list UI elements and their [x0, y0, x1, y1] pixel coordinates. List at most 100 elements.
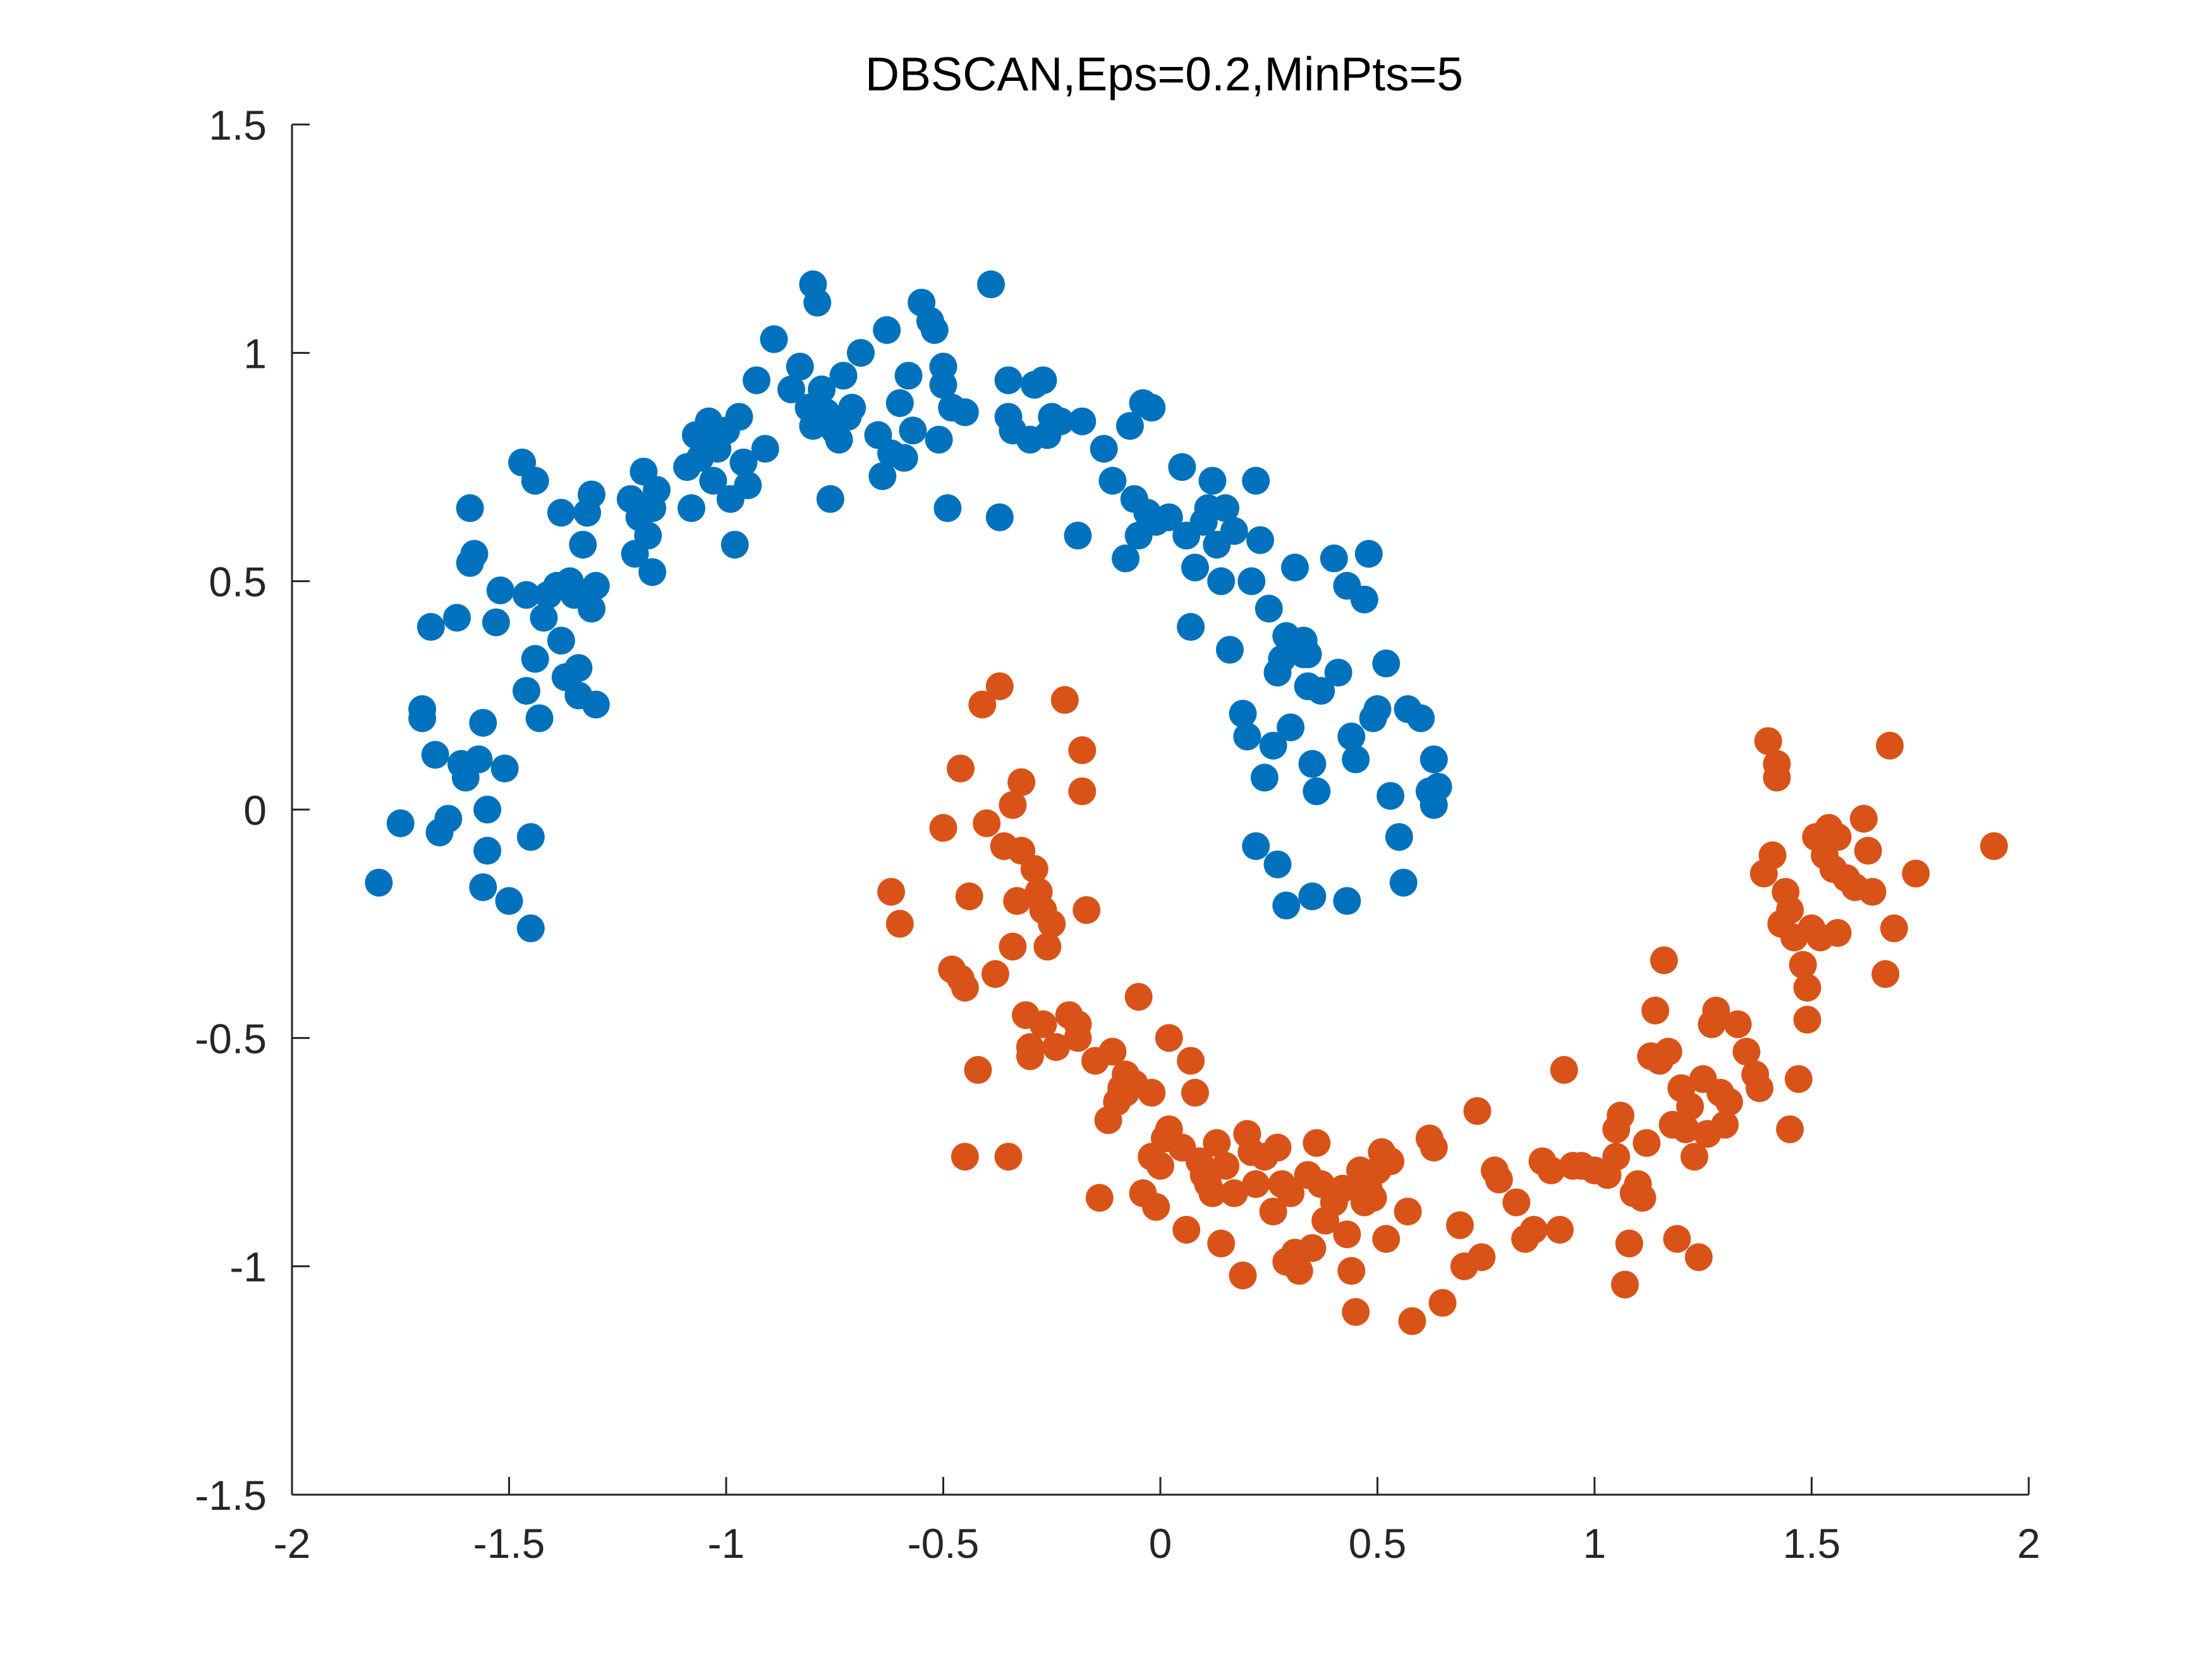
data-point — [1823, 919, 1852, 947]
data-point — [994, 366, 1023, 394]
x-tick-label: 2 — [2017, 1520, 2041, 1567]
data-point — [977, 270, 1006, 298]
data-point — [1684, 1243, 1713, 1272]
x-tick-label: 1.5 — [1783, 1520, 1841, 1567]
data-point — [1871, 960, 1900, 988]
data-point — [1233, 722, 1261, 751]
axis-ticks: -2 -1.5 -1 -0.5 0 0.5 1 1.5 2-1.5-1-0.500.511.5 — [195, 102, 2040, 1567]
data-point — [1858, 878, 1887, 906]
data-point — [951, 973, 979, 1002]
data-point — [1746, 1074, 1774, 1102]
data-point — [1333, 1220, 1361, 1249]
data-point — [416, 612, 445, 641]
data-point — [1602, 1143, 1631, 1171]
data-point — [1177, 1047, 1205, 1075]
data-point — [899, 416, 927, 445]
data-point — [1611, 1270, 1639, 1299]
data-point — [521, 466, 549, 495]
data-point — [1090, 435, 1118, 463]
data-point — [1419, 745, 1448, 774]
data-point — [1064, 521, 1092, 550]
data-point — [1046, 407, 1074, 435]
data-point — [1250, 763, 1279, 792]
data-point — [1407, 704, 1435, 732]
data-point — [643, 476, 671, 504]
data-point — [516, 914, 545, 942]
data-point — [434, 805, 463, 833]
data-point — [495, 887, 523, 915]
data-point — [490, 754, 519, 782]
data-point — [994, 1143, 1023, 1171]
data-point — [1419, 1133, 1448, 1162]
data-point — [1303, 1129, 1331, 1157]
data-point — [1198, 1179, 1227, 1208]
data-point — [1112, 544, 1140, 573]
data-point — [699, 466, 727, 495]
data-point — [1198, 466, 1227, 495]
data-point — [1789, 951, 1817, 979]
data-point — [456, 494, 484, 523]
data-point — [1672, 1115, 1700, 1143]
data-point — [1980, 832, 2008, 860]
data-point — [1350, 585, 1378, 614]
data-point — [1181, 553, 1209, 581]
data-point — [786, 353, 814, 381]
data-point — [1220, 517, 1248, 545]
data-point — [1280, 553, 1309, 581]
data-point — [1033, 932, 1062, 961]
data-point — [1519, 1215, 1548, 1244]
data-point — [1784, 1065, 1813, 1093]
data-point — [751, 435, 779, 463]
data-point — [1702, 996, 1730, 1024]
data-point — [1289, 640, 1318, 669]
data-point — [1042, 1033, 1071, 1061]
chart-title: DBSCAN,Eps=0.2,MinPts=5 — [865, 47, 1463, 100]
data-point — [1337, 1256, 1366, 1285]
data-point — [1259, 1197, 1287, 1225]
data-point — [920, 316, 949, 344]
data-point — [1203, 1129, 1231, 1157]
data-point — [1663, 1225, 1691, 1253]
data-point — [1854, 837, 1882, 865]
data-point — [1029, 366, 1057, 394]
data-point — [1385, 823, 1413, 851]
data-point — [1776, 1115, 1804, 1143]
data-point — [1277, 713, 1305, 741]
series-2 — [877, 672, 2008, 1335]
data-point — [760, 325, 788, 353]
data-point — [729, 448, 758, 477]
data-point — [460, 540, 489, 568]
data-point — [1263, 1133, 1292, 1162]
data-point — [525, 704, 554, 732]
data-point — [946, 754, 975, 782]
data-point — [421, 741, 449, 769]
data-point — [803, 288, 832, 317]
data-point — [1342, 1297, 1370, 1326]
data-point — [1068, 777, 1097, 806]
data-point — [1007, 768, 1036, 796]
data-point — [885, 389, 914, 417]
data-point — [1428, 1289, 1457, 1317]
data-point — [1537, 1156, 1565, 1184]
data-point — [725, 403, 753, 431]
data-point — [1628, 1184, 1656, 1212]
data-point — [1398, 1307, 1426, 1335]
data-point — [1424, 772, 1452, 801]
data-point — [846, 339, 875, 367]
data-point — [1902, 860, 1930, 888]
x-tick-label: 1 — [1583, 1520, 1607, 1567]
data-point — [1138, 394, 1166, 422]
data-point — [951, 398, 979, 427]
data-point — [894, 362, 923, 390]
data-point — [885, 909, 914, 938]
data-points — [365, 270, 2008, 1335]
data-point — [578, 595, 606, 623]
data-point — [1754, 727, 1782, 755]
x-tick-label: -2 — [274, 1520, 311, 1567]
series-1 — [365, 270, 1452, 942]
data-point — [933, 494, 962, 523]
data-point — [999, 791, 1027, 819]
data-point — [473, 796, 502, 823]
data-point — [408, 695, 437, 724]
data-point — [1098, 1038, 1127, 1066]
